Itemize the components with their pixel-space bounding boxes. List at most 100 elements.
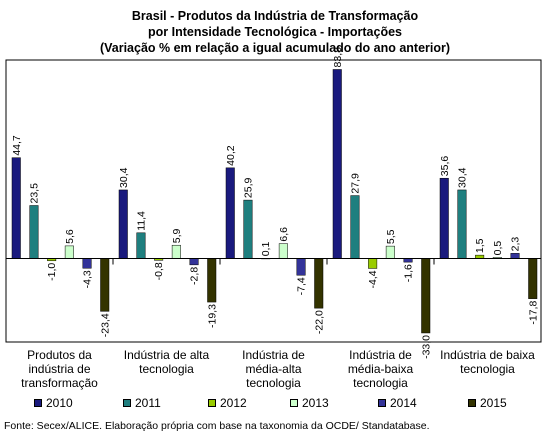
data-label: 5,6 [64,229,76,244]
bar [457,189,467,259]
legend-label: 2013 [302,396,329,410]
data-label: -4,3 [82,270,94,288]
category-label-line: Produtos da [27,348,92,362]
bar [332,69,342,259]
data-label: 27,9 [349,173,361,194]
data-label: 5,5 [385,229,397,244]
legend-item: 2011 [123,396,161,410]
legend-label: 2015 [480,396,507,410]
bar [243,199,253,259]
legend-label: 2014 [390,396,417,410]
data-label: 25,9 [242,178,254,199]
legend-swatch [123,399,131,407]
bar [314,258,324,309]
data-label: -4,4 [367,270,379,288]
data-label: -19,3 [206,304,218,328]
data-label: 40,2 [225,145,237,166]
source-note: Fonte: Secex/ALICE. Elaboração própria c… [4,420,430,432]
bar [403,258,413,263]
data-label: -7,4 [296,277,308,295]
legend-swatch [290,399,298,407]
category-label: Indústria de baixa tecnologia [435,348,541,376]
bars [11,69,538,334]
bar [136,232,146,259]
bar [189,258,199,266]
data-label: 2,3 [510,237,522,252]
chart-subtitle-2: (Variação % em relação a igual acumulado… [99,41,451,55]
data-label: 1,5 [474,238,486,253]
category-label-line: transformação [21,376,98,390]
category-separators [112,258,435,265]
bar [510,253,520,259]
data-label: 0,5 [492,241,504,256]
value-labels: 44,7 30,4 40,2 83,8 35,6 23,5 11,4 25,9 27,9 30,4… [11,47,540,359]
bar [368,258,378,269]
category-label: Indústria de alta tecnologia [114,348,220,376]
category-label-line: média-baixa [347,362,414,376]
category-label-line: tecnologia [353,376,408,390]
chart-subtitle: por Intensidade Tecnológica - Importaçõe… [148,25,402,39]
data-label: -23,4 [99,313,111,337]
data-label: -17,8 [527,301,539,325]
legend-label: 2011 [135,396,161,410]
legend-swatch [468,399,476,407]
bar [278,243,288,259]
category-label: Produtos da indústria de transformação [7,348,113,390]
legend-swatch [208,399,216,407]
bar [439,177,449,259]
data-label: 23,5 [28,183,40,204]
chart-title: Brasil - Produtos da Indústria de Transf… [131,9,419,23]
data-label: 11,4 [135,211,147,231]
legend-swatch [34,399,42,407]
bar [64,245,74,259]
legend-swatch [378,399,386,407]
category-label-line: média-alta [245,362,302,376]
category-label-line: Indústria de [242,348,305,362]
legend-item: 2015 [468,396,507,410]
data-label: 6,6 [278,227,290,242]
category-label-line: indústria de [28,362,91,376]
legend-label: 2010 [46,396,73,410]
bar [118,189,128,259]
bar [421,258,431,334]
data-label: 5,9 [171,228,183,243]
data-label: 30,4 [456,167,468,188]
bar [528,258,538,299]
bar [82,258,92,269]
plot-area-border [5,59,542,343]
category-label-line: tecnologia [460,362,515,376]
bar [171,244,181,259]
data-label: -0,8 [153,262,165,280]
bar [100,258,110,312]
legend-item: 2014 [378,396,417,410]
bar [350,195,360,259]
category-label-line: Indústria de baixa [440,348,535,362]
data-label: 44,7 [11,135,23,156]
bar [385,245,395,259]
category-label: Indústria de média-alta tecnologia [221,348,327,390]
data-label: 83,8 [332,47,344,68]
bar [207,258,217,303]
legend: 2010 2011 2012 2013 2014 2015 [28,396,528,412]
data-label: -1,6 [403,264,415,282]
category-label-line: Indústria de [349,348,412,362]
legend-item: 2012 [208,396,247,410]
data-label: -33,0 [420,335,432,359]
bar [11,157,21,259]
data-label: 35,6 [439,156,451,177]
category-label: Indústria de média-baixa tecnologia [328,348,434,390]
data-label: -22,0 [313,310,325,334]
category-label-line: tecnologia [246,376,301,390]
category-label-line: tecnologia [139,362,194,376]
data-label: -1,0 [46,263,58,281]
bar [475,254,485,259]
bar [225,167,235,259]
category-label-line: Indústria de alta [123,348,210,362]
bar [29,205,39,259]
legend-item: 2013 [290,396,329,410]
data-label: -2,8 [189,267,201,285]
legend-label: 2012 [220,396,247,410]
data-label: 30,4 [118,167,130,188]
legend-item: 2010 [34,396,73,410]
